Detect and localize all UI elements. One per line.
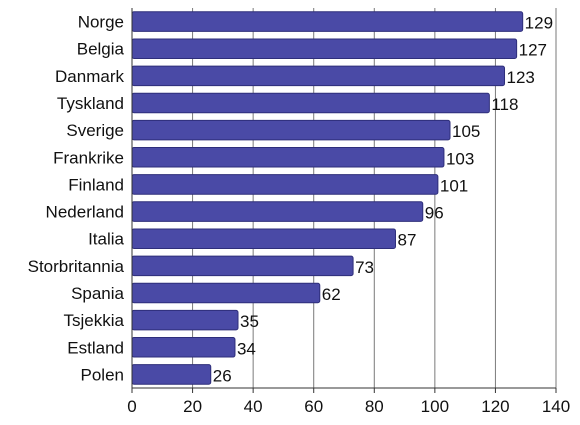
value-labels: 129 127 123 118 105 103 101 96 87 73 62 35 34 26 — [213, 14, 553, 386]
value-label: 129 — [525, 14, 553, 33]
bar — [131, 201, 424, 222]
value-label: 62 — [322, 285, 341, 304]
category-label: Tsjekkia — [64, 311, 125, 330]
category-label: Storbritannia — [28, 257, 125, 276]
category-label: Nederland — [46, 203, 124, 222]
value-label: 103 — [446, 149, 474, 168]
bar — [131, 174, 439, 195]
bar — [131, 147, 445, 168]
x-tick-label: 60 — [304, 397, 323, 416]
bar — [131, 337, 236, 358]
value-label: 26 — [213, 366, 232, 385]
bar — [131, 309, 239, 331]
category-label: Belgia — [77, 40, 125, 59]
category-labels: Norge Belgia Danmark Tyskland Sverige Frankri… — [28, 13, 125, 385]
category-label: Polen — [81, 365, 124, 384]
category-label: Frankrike — [53, 148, 124, 167]
x-tick-label: 40 — [244, 397, 263, 416]
bar — [131, 38, 518, 59]
bar — [131, 92, 490, 114]
category-label: Estland — [67, 338, 124, 357]
value-label: 87 — [397, 231, 416, 250]
x-tick-label: 20 — [183, 397, 202, 416]
category-label: Norge — [78, 13, 124, 32]
x-tick-label: 140 — [542, 397, 570, 416]
bar — [131, 65, 506, 87]
value-label: 35 — [240, 312, 259, 331]
value-label: 118 — [491, 95, 518, 114]
x-tick-label: 0 — [127, 397, 136, 416]
bars — [131, 11, 524, 385]
value-label: 123 — [507, 68, 535, 87]
category-label: Finland — [68, 175, 124, 194]
category-label: Spania — [71, 284, 124, 303]
bar — [131, 228, 396, 249]
x-tick-label: 100 — [421, 397, 449, 416]
bar — [131, 282, 321, 304]
x-tick-label: 120 — [481, 397, 509, 416]
bar — [131, 364, 212, 385]
value-label: 127 — [519, 41, 547, 60]
value-label: 34 — [237, 339, 256, 358]
category-label: Tyskland — [57, 94, 124, 113]
category-label: Italia — [88, 230, 124, 249]
x-tick-label: 80 — [365, 397, 384, 416]
bar — [131, 255, 354, 277]
value-label: 73 — [355, 258, 374, 277]
category-label: Sverige — [66, 121, 124, 140]
value-label: 105 — [452, 122, 480, 141]
value-label: 101 — [440, 176, 468, 195]
bar — [131, 11, 524, 32]
x-axis: 0 20 40 60 80 100 120 140 — [127, 8, 570, 416]
value-label: 96 — [425, 204, 444, 223]
bar — [131, 119, 451, 141]
category-label: Danmark — [55, 67, 124, 86]
